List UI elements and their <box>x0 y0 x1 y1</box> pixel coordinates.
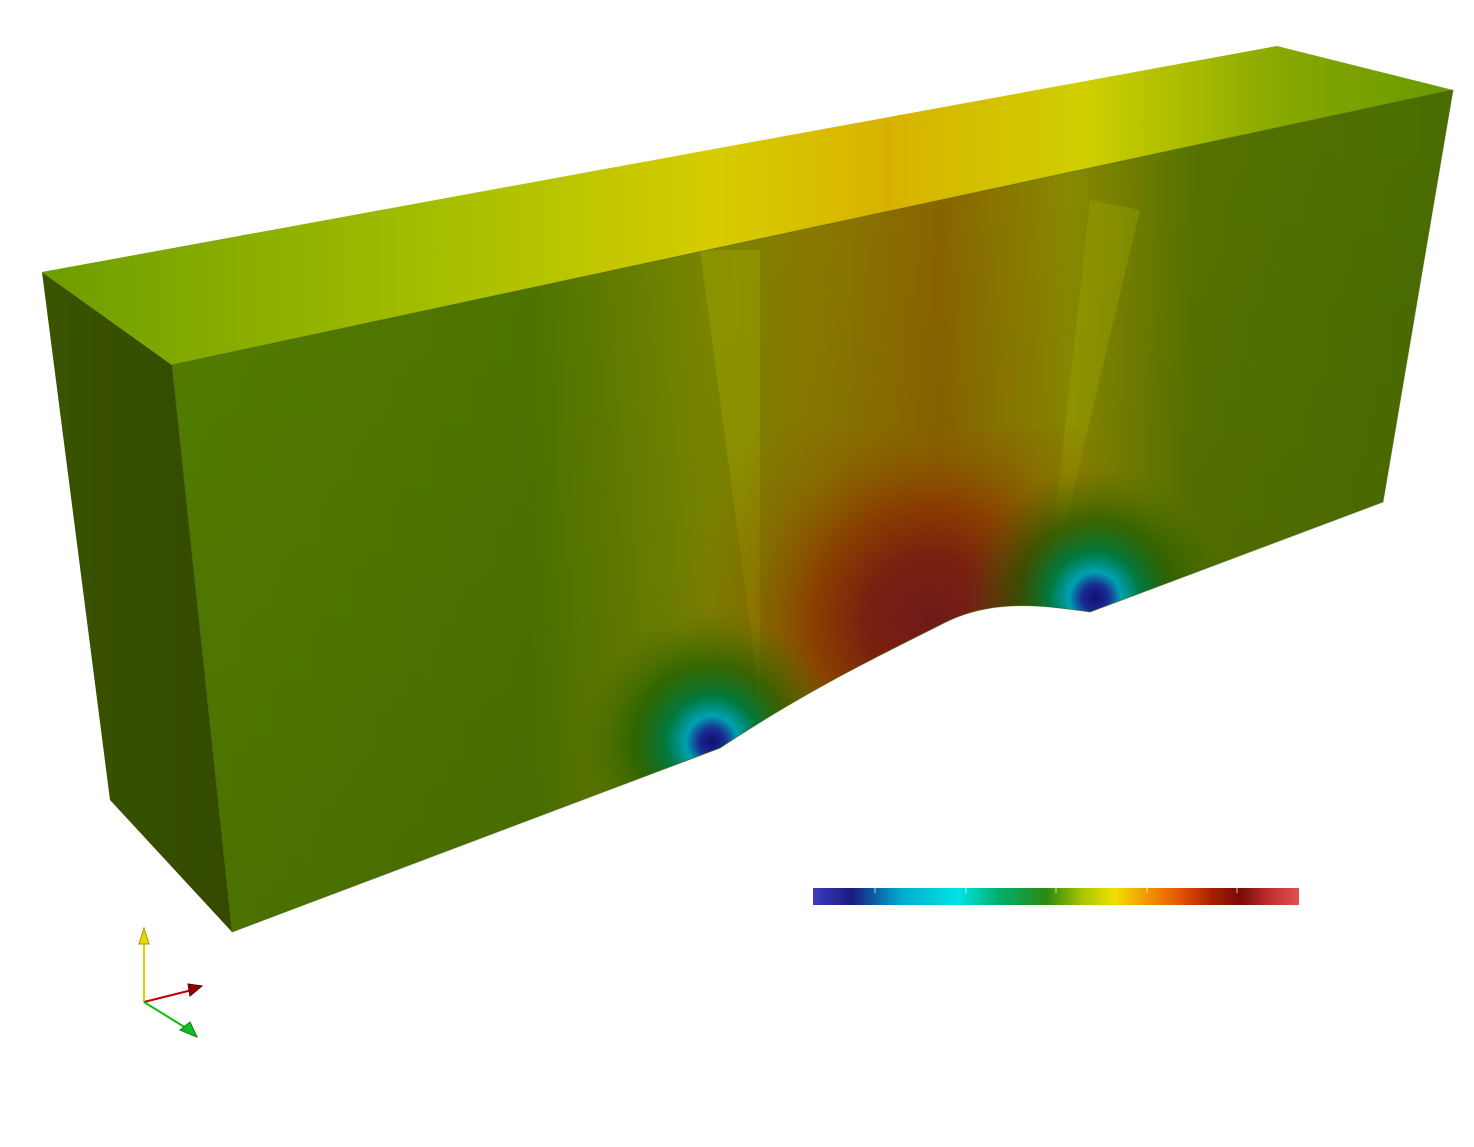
block-side-face <box>42 272 232 932</box>
block-front-edge <box>171 89 1454 933</box>
x-axis-arrow-icon <box>187 983 204 997</box>
colorbar <box>813 888 1299 905</box>
block-top-face <box>42 46 1453 365</box>
orientation-axes[interactable] <box>138 926 204 1038</box>
x-axis-line <box>143 989 193 1003</box>
z-axis-arrow-icon <box>179 1021 198 1038</box>
colorbar-ticks <box>874 888 1238 893</box>
y-axis-arrow-icon <box>138 926 150 945</box>
z-axis-line <box>143 1001 187 1029</box>
colorbar-scale <box>813 888 1299 905</box>
